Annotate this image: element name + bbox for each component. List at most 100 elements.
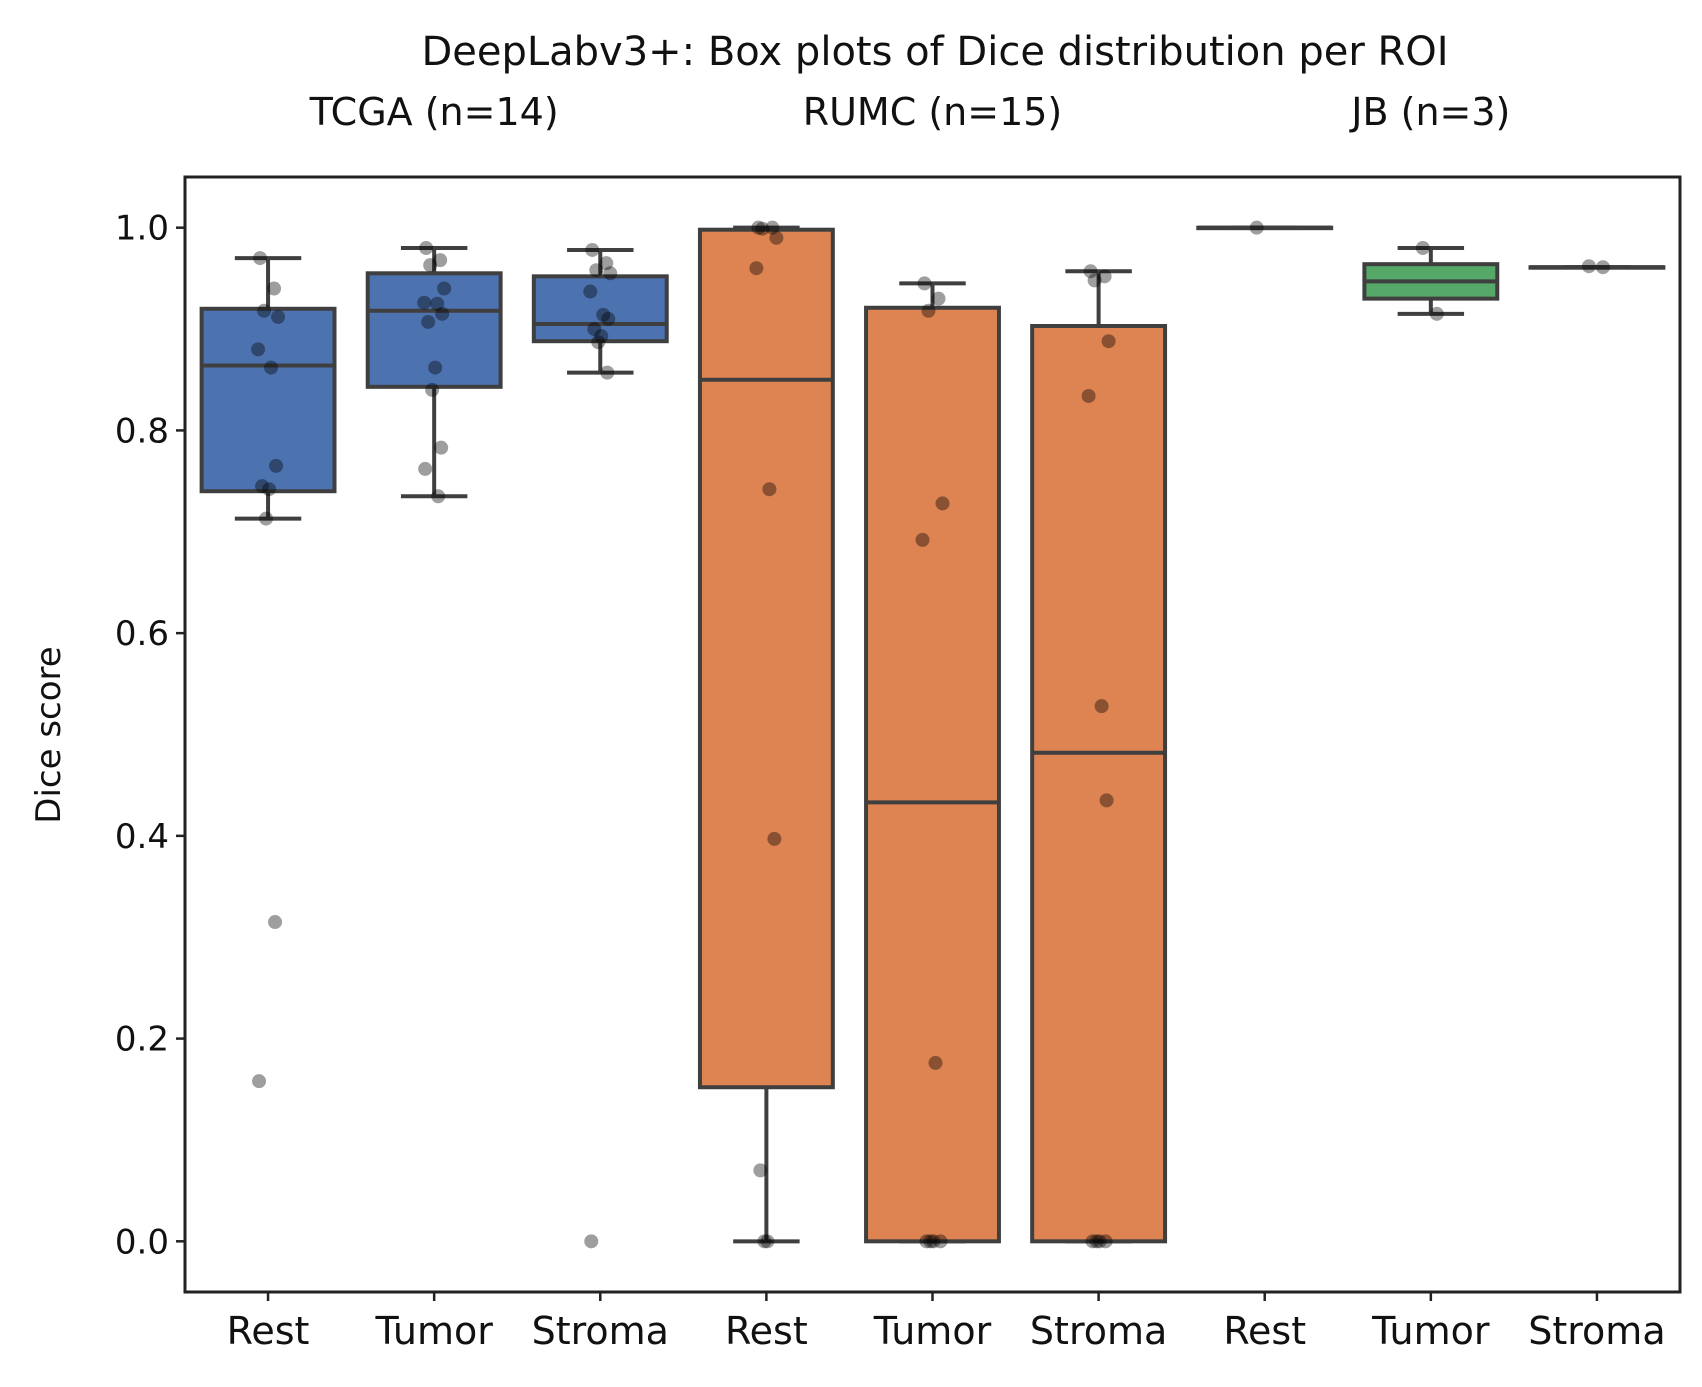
data-point [1089, 1234, 1104, 1249]
group-label: TCGA (n=14) [309, 90, 559, 134]
data-point [594, 329, 609, 344]
data-point [1087, 273, 1102, 288]
data-point [433, 253, 448, 268]
data-point [252, 1074, 267, 1089]
x-tick-label: Rest [1223, 1309, 1306, 1353]
data-point [423, 258, 438, 273]
data-point [769, 230, 784, 245]
box [531, 274, 669, 344]
x-tick-label: Tumor [374, 1309, 493, 1353]
data-point [923, 1234, 938, 1249]
data-point [267, 281, 282, 296]
data-point [757, 1234, 772, 1249]
data-point [919, 1234, 934, 1249]
data-point [762, 482, 777, 497]
data-point [587, 322, 602, 337]
data-point [1101, 334, 1116, 349]
x-axis: Rest Tumor Stroma Rest Tumor Stroma Rest Tumor S… [227, 1292, 1666, 1353]
x-tick-label: Tumor [1371, 1309, 1490, 1353]
x-tick-label: Stroma [532, 1309, 669, 1353]
data-point [259, 511, 274, 526]
plot-frame [183, 175, 1682, 1294]
group-labels: TCGA (n=14) RUMC (n=15) JB (n=3) [309, 90, 1511, 134]
y-tick-label: 0.6 [115, 614, 169, 654]
data-point [935, 496, 950, 511]
data-point [269, 458, 284, 473]
data-point [251, 342, 266, 357]
data-point [751, 220, 766, 235]
x-tick-label: Stroma [1030, 1309, 1167, 1353]
data-point [928, 1055, 943, 1070]
data-point [933, 1234, 948, 1249]
x-tick-label: Rest [227, 1309, 310, 1353]
data-point [271, 309, 286, 324]
data-point [760, 1234, 775, 1249]
data-point [1092, 1234, 1107, 1249]
data-point [255, 479, 270, 494]
data-point [915, 532, 930, 547]
y-axis: 0.0 0.2 0.4 0.6 0.8 1.0 [115, 209, 185, 1262]
data-point [418, 461, 433, 476]
data-point [917, 276, 932, 291]
data-point [1083, 264, 1098, 279]
data-point [1249, 220, 1264, 235]
box [199, 306, 337, 494]
data-point [583, 284, 598, 299]
data-point [599, 256, 614, 271]
box-series [199, 225, 1666, 1244]
y-tick-label: 0.8 [115, 411, 169, 451]
data-point [1097, 269, 1112, 284]
data-point [417, 295, 432, 310]
strip-points [251, 220, 1610, 1249]
data-point [755, 221, 770, 236]
data-point [1085, 1234, 1100, 1249]
data-point [1081, 388, 1096, 403]
data-point [584, 1234, 599, 1249]
data-point [268, 915, 283, 930]
box [864, 305, 1001, 1244]
group-label: RUMC (n=15) [803, 90, 1063, 134]
data-point [600, 365, 615, 380]
data-point [430, 296, 445, 311]
data-point [589, 263, 604, 278]
data-point [596, 307, 611, 322]
data-point [257, 303, 272, 318]
chart-title: DeepLabv3+: Box plots of Dice distributi… [421, 29, 1448, 75]
x-tick-label: Stroma [1528, 1309, 1665, 1353]
data-point [262, 482, 277, 497]
data-point [585, 242, 600, 257]
data-point [437, 281, 452, 296]
data-point [603, 266, 618, 281]
data-point [921, 303, 936, 318]
data-point [1094, 699, 1109, 714]
data-point [421, 314, 436, 329]
box [1030, 324, 1168, 1244]
data-point [1595, 260, 1610, 275]
data-point [431, 489, 446, 504]
y-tick-label: 0.2 [115, 1020, 169, 1060]
data-point [926, 1234, 941, 1249]
box [365, 271, 503, 389]
x-tick-label: Tumor [873, 1309, 992, 1353]
y-tick-label: 1.0 [115, 209, 169, 249]
data-point [931, 291, 946, 306]
data-point [419, 240, 434, 255]
data-point [1099, 793, 1114, 808]
box [697, 227, 835, 1090]
data-point [1429, 306, 1444, 321]
data-point [753, 1163, 768, 1178]
data-point [428, 360, 443, 375]
data-point [435, 306, 450, 321]
y-tick-label: 0.0 [115, 1222, 169, 1262]
data-point [591, 335, 606, 350]
data-point [749, 261, 764, 276]
group-label: JB (n=3) [1349, 90, 1510, 134]
data-point [425, 382, 440, 397]
x-tick-label: Rest [725, 1309, 808, 1353]
data-point [601, 311, 616, 326]
data-point [767, 831, 782, 846]
y-tick-label: 0.4 [115, 817, 169, 857]
data-point [434, 440, 449, 455]
data-point [264, 360, 279, 375]
